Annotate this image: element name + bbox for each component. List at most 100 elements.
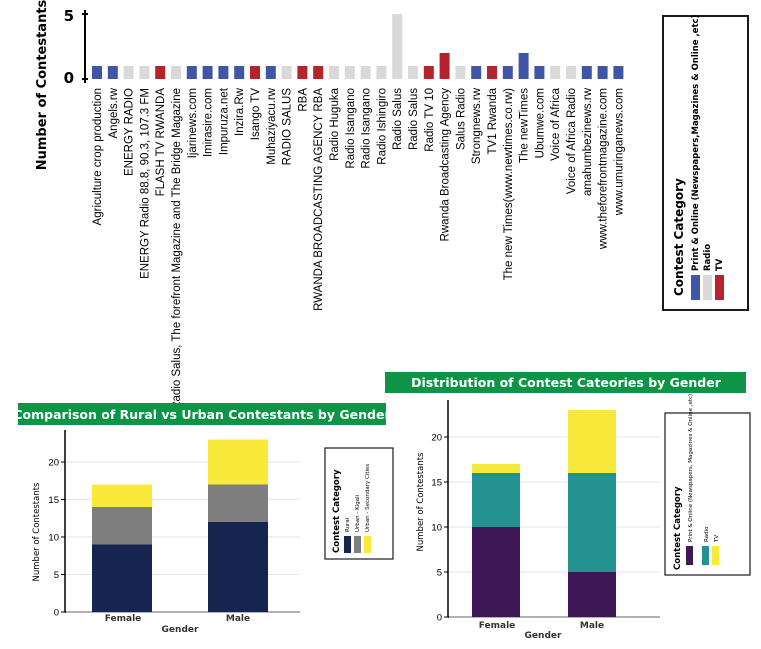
c3-x-axis-label: Gender [525, 631, 562, 641]
c1-legend-label-print: Print & Online (Newspapers,Magazines & O… [691, 14, 701, 271]
c1-x-tick-label-5: Radio Salus, The forefront Magazine and … [171, 88, 183, 410]
c1-bar-25 [487, 66, 497, 79]
c2-y-tick-label-0: 0 [54, 608, 59, 619]
c1-bar-10 [250, 66, 260, 79]
c1-x-tick-label-31: amahumbezinews.rw [582, 87, 594, 196]
c3-title-banner [385, 372, 746, 393]
c1-x-tick-label-7: Imirasire.com [203, 88, 215, 157]
c1-x-tick-label-24: Strongnews.rw [471, 87, 483, 164]
c3-y-tick-label-20: 20 [431, 433, 442, 444]
c1-bar-31 [581, 66, 592, 79]
c1-y-tick-label-5: 5 [64, 7, 74, 25]
c1-bar-32 [597, 66, 608, 79]
c1-bar-13 [297, 66, 308, 79]
c1-x-tick-labels: Agriculture crop production Angels.rw ENER… [92, 87, 625, 410]
c3-legend-label-radio: Radio [704, 526, 710, 542]
c1-bar-17 [360, 66, 371, 79]
c1-bar-24 [471, 66, 482, 79]
c2-legend-swatch-rural [344, 536, 351, 553]
c2-legend: Contest Category Rural Urban - Kigali Ur… [324, 447, 394, 560]
c2-bar-female-1 [92, 507, 152, 545]
c1-bar-0 [92, 66, 102, 79]
c1-bar-18 [376, 66, 387, 79]
c1-bar-9 [234, 66, 245, 79]
c1-bar-21 [423, 66, 434, 79]
c1-x-tick-label-25: TV1 Rwanda [487, 87, 499, 154]
c1-bar-7 [202, 66, 213, 79]
c1-bar-3 [139, 66, 150, 79]
c1-x-tick-label-3: ENERGY Radio 88.8, 90.3, 107.3 FM [139, 88, 151, 279]
c1-x-tick-label-18: Radio Ishingiro [376, 88, 388, 165]
c1-legend-box [662, 15, 749, 311]
c1-bar-20 [408, 66, 418, 79]
c1-legend-label-radio: Radio [703, 244, 713, 271]
rural-urban-gender-chart: Comparison of Rural vs Urban Contestants… [13, 403, 391, 635]
c1-legend-swatch-tv [715, 275, 724, 300]
c3-bar-male-2 [568, 410, 616, 473]
category-gender-chart: Distribution of Contest Cateories by Gen… [385, 372, 746, 641]
c1-bar-4 [155, 66, 166, 79]
contestants-by-media-chart: Number of Contestants 5 0 Agriculture cr… [35, 0, 625, 410]
c2-bar-male-2 [208, 439, 268, 485]
c3-bar-female-2 [472, 464, 520, 473]
c1-x-tick-label-9: Inzira.Rw [234, 87, 246, 136]
c1-x-tick-label-23: Salus Radio [455, 88, 467, 150]
c1-x-tick-label-15: Radio Huguka [329, 87, 341, 160]
c3-bar-female-1 [472, 473, 520, 527]
c2-bar-male-1 [208, 484, 268, 522]
c1-bar-26 [502, 66, 513, 79]
c1-bar-1 [107, 66, 118, 79]
c2-title: Comparison of Rural vs Urban Contestants… [13, 407, 391, 422]
c1-x-tick-label-21: Radio TV 10 [424, 88, 436, 152]
c1-bar-8 [218, 66, 229, 79]
c2-y-axis-label: Number of Contestants [32, 482, 42, 582]
c1-x-tick-label-17: Radio Isangano [361, 88, 373, 169]
c3-y-tick-label-10: 10 [431, 523, 442, 534]
c1-bar-19 [392, 14, 403, 79]
c1-bar-22 [439, 53, 450, 79]
c3-legend-label-tv: TV [714, 535, 720, 543]
c3-bar-male-0 [568, 572, 616, 617]
c1-x-tick-label-2: ENERGY RADIO [124, 88, 136, 176]
c2-legend-label-rural: Rural [345, 517, 351, 532]
c3-y-ticks: 0 5 10 15 20 [431, 433, 660, 624]
c1-bar-11 [265, 66, 276, 79]
c1-x-tick-label-8: Impuruza.net [218, 87, 230, 155]
c3-bar-female-0 [472, 527, 520, 617]
c1-y-axis-label: Number of Contestants [35, 0, 50, 170]
c1-x-tick-label-30: Voice of Africa Radio [566, 88, 578, 194]
c3-y-tick-label-15: 15 [431, 478, 442, 489]
c2-x-axis-label: Gender [162, 625, 199, 635]
c1-x-tick-label-28: Ubumwe.com [534, 88, 546, 158]
c2-bar-female-2 [92, 484, 152, 507]
c1-x-tick-label-26: The new Times(www.newtimes.co.rw) [503, 88, 515, 281]
c2-legend-title: Contest Category [332, 469, 342, 553]
c1-x-tick-label-4: FLASH TV RWANDA [155, 88, 167, 197]
c1-x-tick-label-11: Muhaziyacu.rw [266, 87, 278, 164]
c1-legend: Contest Category Print & Online (Newspap… [662, 14, 749, 311]
c2-bar-female-0 [92, 544, 152, 612]
c1-x-tick-label-10: Isango TV [250, 88, 262, 141]
c2-legend-swatch-kigali [354, 536, 361, 553]
c1-x-tick-label-0: Agriculture crop production [92, 88, 104, 225]
c3-y-tick-label-0: 0 [437, 613, 442, 624]
c1-bar-33 [613, 66, 624, 79]
c1-x-tick-label-27: The newTimes [519, 88, 531, 163]
c3-x-tick-female: Female [479, 621, 516, 631]
c1-bar-29 [550, 66, 561, 79]
c1-x-tick-label-13: RBA [297, 88, 309, 112]
c3-title: Distribution of Contest Cateories by Gen… [411, 375, 722, 390]
c1-bar-28 [534, 66, 545, 79]
c3-y-axis-label: Number of Contestants [416, 452, 426, 552]
c1-bar-30 [566, 66, 576, 79]
c2-y-tick-label-20: 20 [48, 458, 59, 469]
c3-legend-title: Contest Category [673, 486, 683, 570]
c1-bars [92, 14, 624, 79]
c1-legend-swatch-radio [703, 275, 712, 300]
c1-y-tick-label-0: 0 [64, 69, 74, 87]
c1-bar-5 [171, 66, 181, 79]
c2-y-tick-label-5: 5 [54, 570, 59, 581]
c1-x-tick-label-1: Angels.rw [108, 87, 120, 138]
c2-legend-label-kigali: Urban - Kigali [355, 494, 361, 532]
